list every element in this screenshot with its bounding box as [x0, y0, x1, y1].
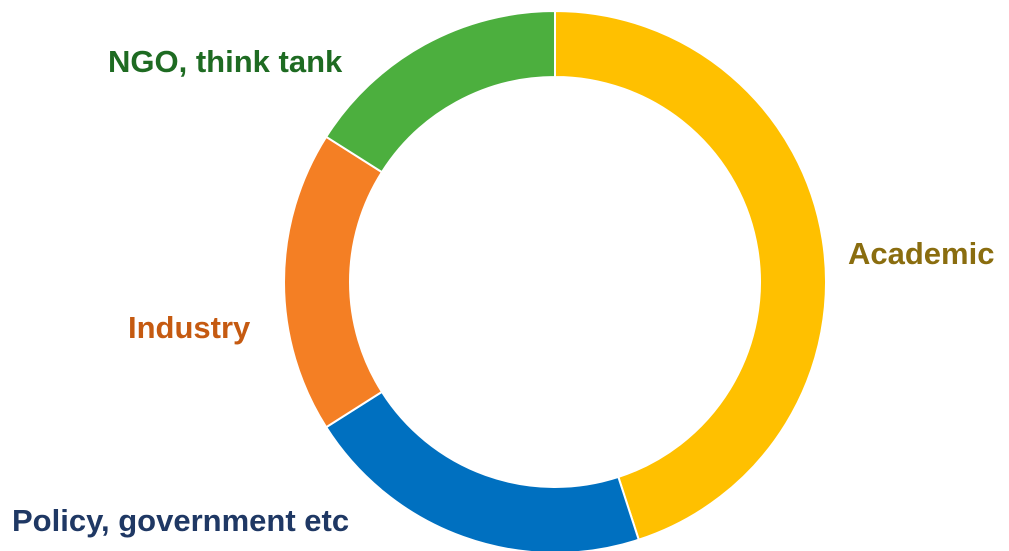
label-ngo-think-tank: NGO, think tank [108, 44, 343, 79]
slice-academic [554, 9, 827, 541]
slice-ngo-think-tank [324, 9, 556, 174]
label-policy-government-etc: Policy, government etc [12, 503, 349, 538]
label-industry: Industry [128, 310, 251, 345]
label-academic: Academic [848, 236, 994, 271]
slice-labels: Academic Policy, government etc Industry NG… [12, 44, 994, 538]
donut-slices [283, 9, 827, 551]
slice-policy-government-etc [324, 390, 641, 551]
slice-industry [283, 135, 384, 429]
